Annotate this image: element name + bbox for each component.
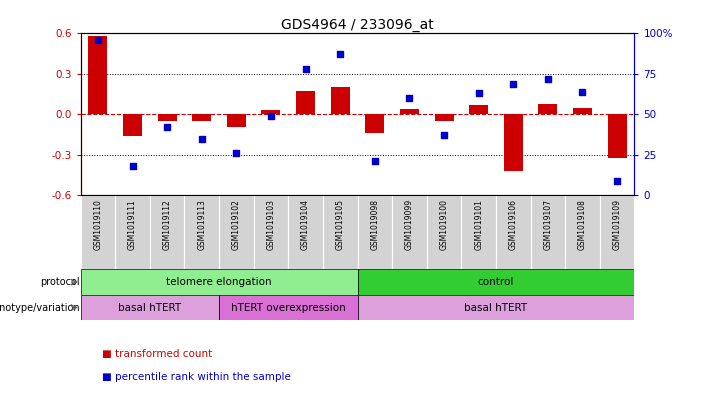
Bar xyxy=(115,195,150,269)
Text: GSM1019105: GSM1019105 xyxy=(336,199,345,250)
Point xyxy=(266,113,277,119)
Text: basal hTERT: basal hTERT xyxy=(464,303,528,312)
Bar xyxy=(608,114,627,158)
Bar xyxy=(123,114,142,136)
Bar xyxy=(323,195,358,269)
Text: GSM1019108: GSM1019108 xyxy=(578,199,587,250)
Text: GSM1019109: GSM1019109 xyxy=(613,199,622,250)
Bar xyxy=(358,295,634,320)
Bar xyxy=(358,269,634,295)
Point xyxy=(161,124,172,130)
Text: GSM1019112: GSM1019112 xyxy=(163,199,172,250)
Point xyxy=(577,88,588,95)
Text: genotype/variation: genotype/variation xyxy=(0,303,80,312)
Text: ■ transformed count: ■ transformed count xyxy=(102,349,212,359)
Point xyxy=(438,132,449,139)
Text: GSM1019102: GSM1019102 xyxy=(232,199,241,250)
Text: GSM1019100: GSM1019100 xyxy=(440,199,449,250)
Point xyxy=(93,37,104,43)
Bar xyxy=(254,195,288,269)
Text: GSM1019101: GSM1019101 xyxy=(474,199,483,250)
Text: GSM1019110: GSM1019110 xyxy=(93,199,102,250)
Text: basal hTERT: basal hTERT xyxy=(118,303,182,312)
Bar xyxy=(158,114,177,121)
Bar xyxy=(531,195,565,269)
Bar xyxy=(88,36,107,114)
Text: GSM1019113: GSM1019113 xyxy=(197,199,206,250)
Bar xyxy=(538,104,557,114)
Bar xyxy=(81,195,115,269)
Bar xyxy=(219,195,254,269)
Bar xyxy=(358,195,392,269)
Point xyxy=(300,66,311,72)
Bar xyxy=(504,114,523,171)
Bar xyxy=(427,195,461,269)
Bar xyxy=(288,195,323,269)
Text: hTERT overexpression: hTERT overexpression xyxy=(231,303,346,312)
Text: GSM1019104: GSM1019104 xyxy=(301,199,310,250)
Bar xyxy=(573,108,592,114)
Bar xyxy=(261,110,280,114)
Bar xyxy=(392,195,427,269)
Point xyxy=(508,81,519,87)
Text: GSM1019111: GSM1019111 xyxy=(128,199,137,250)
Bar xyxy=(81,269,358,295)
Bar xyxy=(565,195,600,269)
Text: GSM1019099: GSM1019099 xyxy=(405,199,414,250)
Point xyxy=(611,178,622,184)
Point xyxy=(473,90,484,96)
Bar xyxy=(81,295,219,320)
Text: GSM1019107: GSM1019107 xyxy=(543,199,552,250)
Bar xyxy=(331,87,350,114)
Point xyxy=(369,158,381,165)
Text: GSM1019103: GSM1019103 xyxy=(266,199,275,250)
Text: GSM1019106: GSM1019106 xyxy=(509,199,518,250)
Bar xyxy=(184,195,219,269)
Bar xyxy=(496,195,531,269)
Point xyxy=(127,163,138,169)
Text: control: control xyxy=(478,277,514,287)
Bar xyxy=(469,105,488,114)
Bar xyxy=(461,195,496,269)
Bar xyxy=(435,114,454,121)
Title: GDS4964 / 233096_at: GDS4964 / 233096_at xyxy=(281,18,434,32)
Point xyxy=(334,51,346,58)
Bar xyxy=(227,114,246,127)
Bar xyxy=(150,195,184,269)
Text: GSM1019098: GSM1019098 xyxy=(370,199,379,250)
Text: ■ percentile rank within the sample: ■ percentile rank within the sample xyxy=(102,372,290,382)
Point xyxy=(231,150,242,156)
Bar xyxy=(400,109,419,114)
Bar xyxy=(600,195,634,269)
Bar xyxy=(365,114,384,133)
Text: telomere elongation: telomere elongation xyxy=(166,277,272,287)
Point xyxy=(404,95,415,101)
Bar xyxy=(192,114,211,121)
Point xyxy=(543,75,554,82)
Point xyxy=(196,136,207,142)
Bar xyxy=(219,295,358,320)
Bar xyxy=(296,92,315,114)
Text: protocol: protocol xyxy=(40,277,80,287)
